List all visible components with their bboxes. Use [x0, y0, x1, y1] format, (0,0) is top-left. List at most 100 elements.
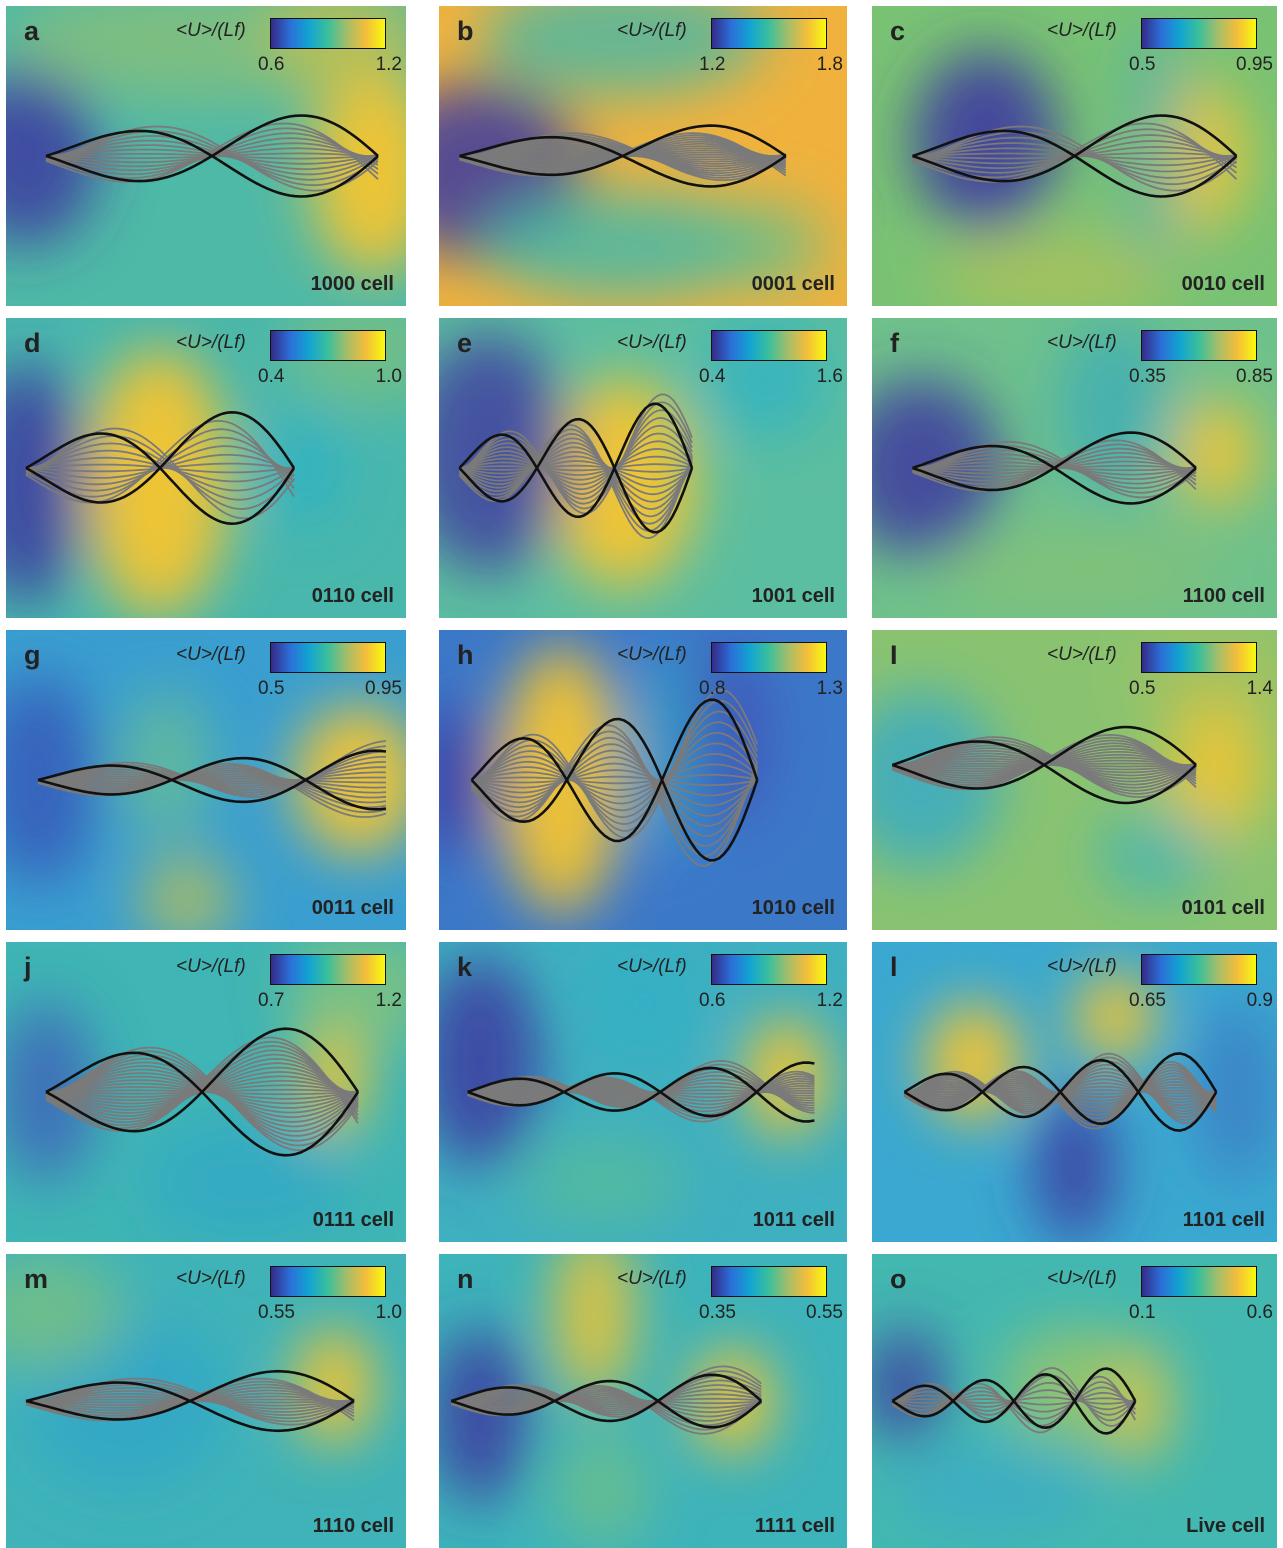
colorbar-min-label: 0.4 — [699, 366, 726, 387]
midline-trace — [458, 441, 693, 510]
field-blob — [553, 1430, 652, 1548]
midline-trace — [45, 1057, 359, 1117]
midline-trace — [467, 1078, 815, 1102]
colorbar-max-label: 1.6 — [816, 366, 843, 387]
midline-trace — [45, 1036, 359, 1132]
flow-field-map — [439, 942, 847, 1242]
midline-trace — [45, 1049, 359, 1124]
panel-letter: c — [890, 16, 906, 46]
midline-trace — [467, 1074, 815, 1104]
midline-trace — [459, 132, 787, 177]
panel-n: n <U>/(Lf) 0.35 0.55 1111 cell — [439, 1254, 847, 1548]
midline-trace — [470, 699, 759, 832]
midline-trace — [471, 742, 758, 805]
field-blob — [6, 1254, 126, 1372]
panel-c: c <U>/(Lf) 0.5 0.95 0010 cell — [872, 6, 1277, 306]
field-blob — [138, 855, 234, 930]
midline-trace — [37, 762, 387, 818]
midline-trace — [451, 1393, 762, 1418]
extreme-midline — [25, 1381, 355, 1433]
midline-trace — [471, 749, 758, 827]
midline-trace — [459, 440, 693, 486]
cell-label: 0010 cell — [1181, 273, 1265, 295]
midline-trace — [37, 767, 387, 809]
colorbar-title: <U>/(Lf) — [617, 1268, 687, 1289]
midline-trace — [45, 122, 379, 183]
panel-g: g <U>/(Lf) 0.5 0.95 0011 cell — [6, 630, 406, 930]
panel-letter: b — [457, 16, 474, 46]
midline-trace — [904, 1075, 1217, 1113]
midline-trace — [37, 766, 386, 787]
midline-trace — [912, 440, 1197, 499]
colorbar — [1141, 642, 1257, 673]
midline-trace — [25, 436, 295, 492]
midline-trace — [459, 464, 693, 473]
colorbar — [711, 18, 827, 49]
panel-letter: o — [890, 1264, 907, 1294]
midline-trace — [471, 710, 759, 826]
midline-trace — [45, 135, 379, 181]
midline-trace — [471, 762, 758, 807]
midline-trace — [467, 1067, 815, 1109]
extreme-midline — [45, 129, 379, 198]
extreme-midline — [912, 129, 1238, 198]
field-blob — [146, 1122, 346, 1242]
midline-trace — [912, 131, 1238, 186]
colorbar-title: <U>/(Lf) — [176, 956, 246, 977]
midline-trace — [451, 1388, 762, 1408]
colorbar — [1141, 330, 1257, 361]
colorbar — [1141, 1266, 1257, 1297]
field-blob — [1074, 972, 1156, 1062]
colorbar-min-label: 0.5 — [1129, 54, 1156, 75]
colorbar-max-label: 1.0 — [375, 1302, 402, 1323]
field-blob — [1196, 1002, 1277, 1182]
cell-label: 1001 cell — [751, 585, 835, 607]
colorbar-min-label: 0.35 — [1129, 366, 1166, 387]
midline-trace — [459, 450, 693, 496]
colorbar-max-label: 0.95 — [1236, 54, 1273, 75]
colorbar-max-label: 1.2 — [375, 54, 402, 75]
midline-trace — [891, 733, 1197, 791]
midline-trace — [459, 447, 693, 481]
colorbar-min-label: 0.6 — [699, 990, 726, 1011]
colorbar-max-label: 1.0 — [375, 366, 402, 387]
colorbar-min-label: 0.65 — [1129, 990, 1166, 1011]
flow-field-map — [439, 318, 847, 618]
extreme-midline — [37, 749, 387, 804]
colorbar — [711, 330, 827, 361]
midline-trace — [458, 432, 693, 525]
panel-letter: h — [457, 640, 474, 670]
panel-letter: n — [457, 1264, 474, 1294]
flow-field-map — [6, 1254, 406, 1548]
midline-trace — [459, 136, 787, 177]
midline-trace — [892, 1391, 1136, 1413]
panel-j: j <U>/(Lf) 0.7 1.2 0111 cell — [6, 942, 406, 1242]
colorbar — [270, 642, 386, 673]
colorbar-min-label: 0.1 — [1129, 1302, 1156, 1323]
midline-trace — [892, 736, 1197, 789]
colorbar-title: <U>/(Lf) — [176, 1268, 246, 1289]
colorbar-max-label: 0.9 — [1246, 990, 1273, 1011]
midline-trace — [912, 445, 1197, 494]
extreme-midline — [903, 1058, 1218, 1132]
extreme-midline — [470, 698, 759, 843]
colorbar-min-label: 0.6 — [258, 54, 285, 75]
midline-trace — [45, 1040, 359, 1130]
midline-trace — [471, 752, 758, 798]
cell-label: Live cell — [1186, 1515, 1265, 1537]
midline-trace — [458, 437, 693, 518]
cell-label: 0111 cell — [312, 1209, 394, 1231]
cell-label: 0011 cell — [311, 897, 394, 919]
midline-trace — [892, 741, 1197, 792]
colorbar — [711, 1266, 827, 1297]
midline-trace — [459, 141, 787, 172]
midline-trace — [451, 1384, 762, 1410]
midline-trace — [912, 142, 1237, 173]
colorbar — [270, 18, 386, 49]
colorbar-max-label: 0.6 — [1246, 1302, 1273, 1323]
midline-trace — [459, 460, 693, 481]
midline-trace — [25, 1384, 355, 1420]
panel-m: m <U>/(Lf) 0.55 1.0 1110 cell — [6, 1254, 406, 1548]
field-blob — [704, 201, 827, 291]
